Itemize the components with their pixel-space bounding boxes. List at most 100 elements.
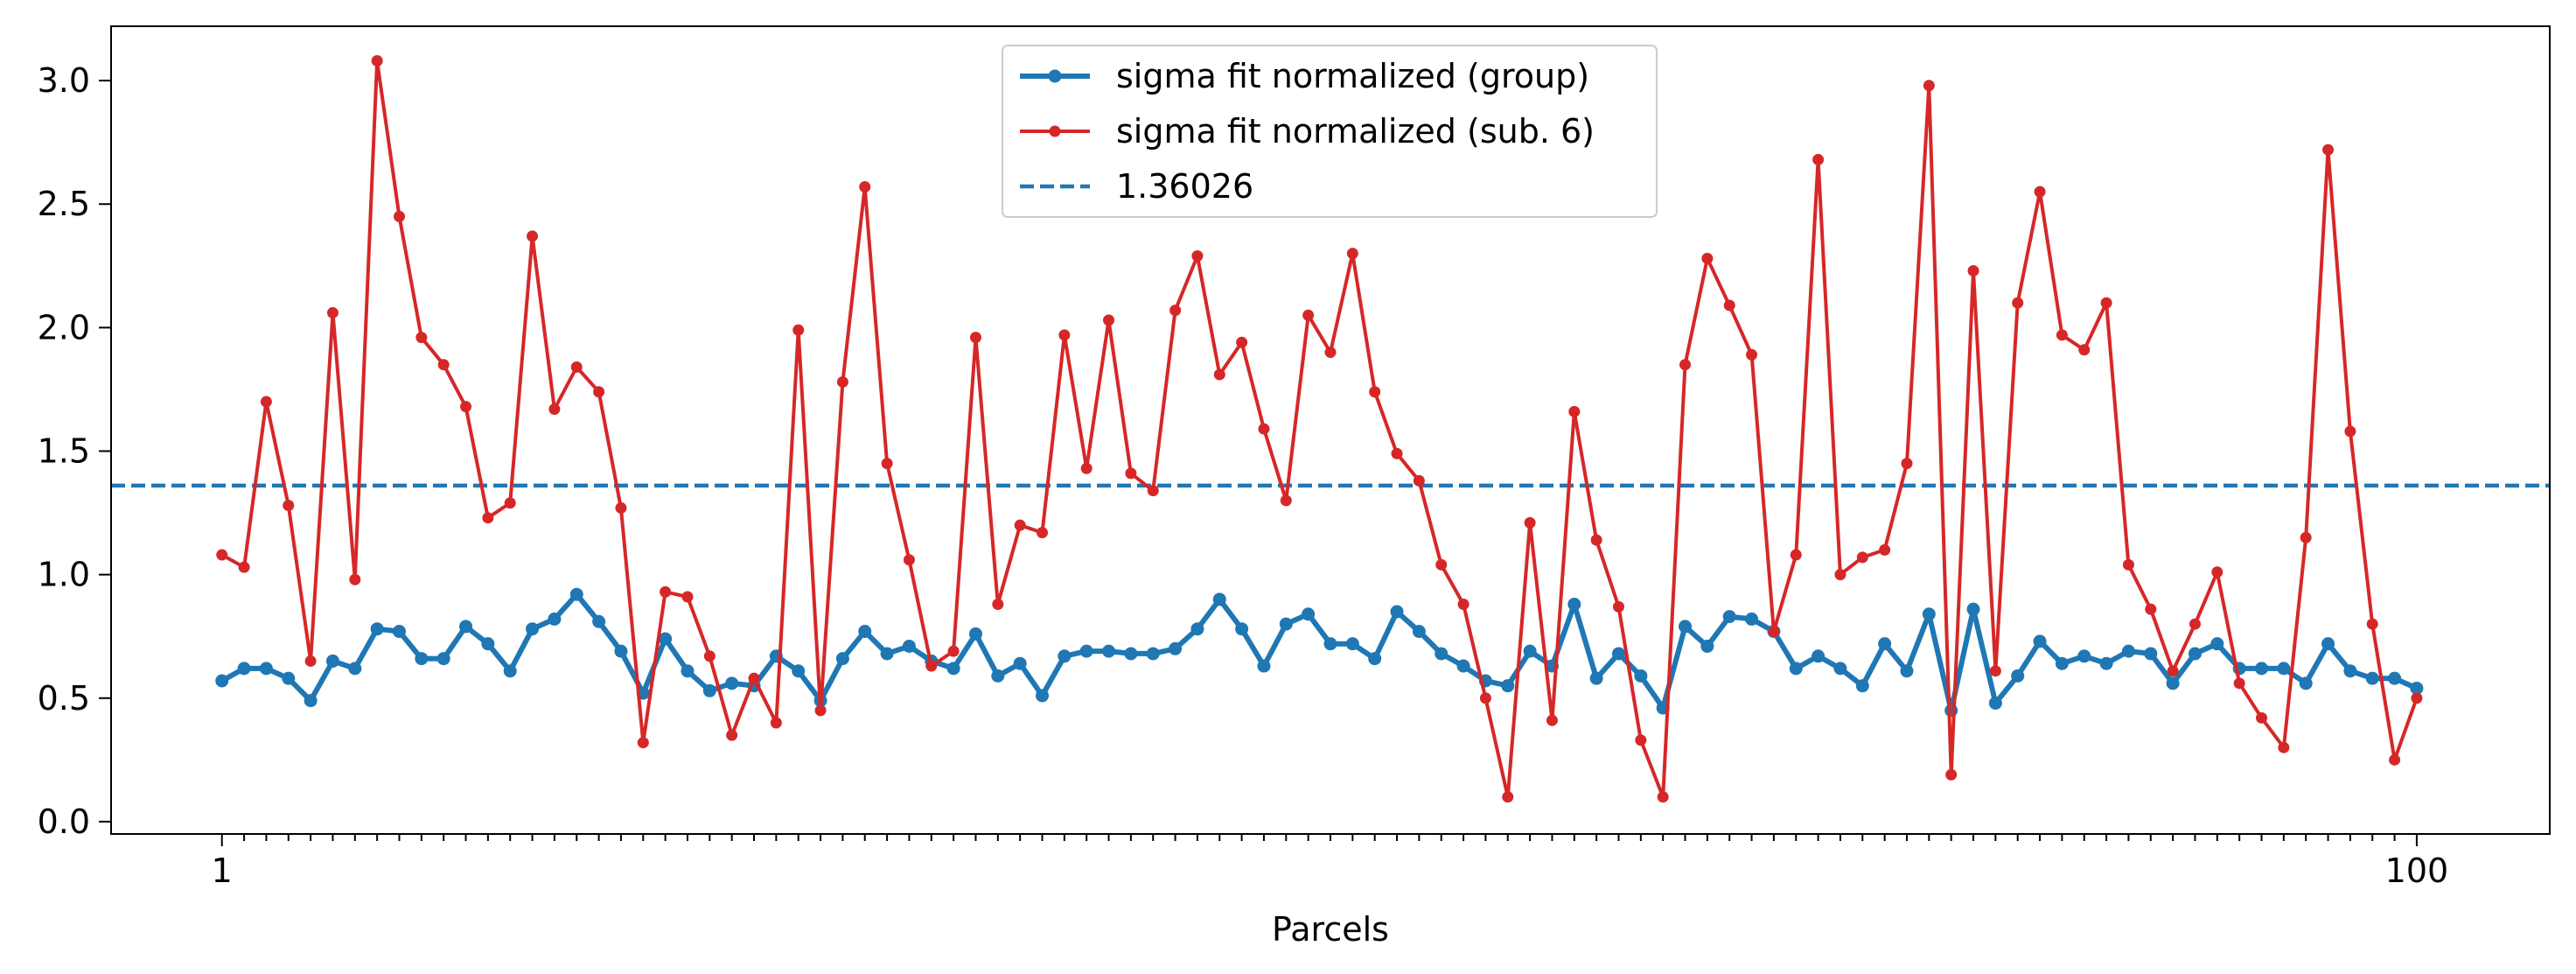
data-point	[1502, 791, 1514, 803]
data-point	[1036, 689, 1050, 703]
data-point	[2056, 329, 2068, 341]
legend: sigma fit normalized (group) sigma fit no…	[1002, 45, 1658, 218]
data-point	[1324, 347, 1337, 359]
data-point	[1014, 519, 1026, 531]
data-point	[1945, 768, 1958, 781]
data-point	[2167, 665, 2179, 677]
data-point	[1235, 622, 1249, 636]
y-tick-label: 1.0	[38, 556, 90, 594]
data-point	[1567, 597, 1581, 611]
legend-entry-3: 1.36026	[1020, 167, 1253, 206]
data-point	[1302, 309, 1315, 321]
data-point	[1789, 662, 1803, 676]
data-point	[1345, 637, 1359, 651]
data-point	[947, 645, 960, 657]
data-point	[370, 622, 384, 636]
data-point	[681, 591, 694, 603]
data-point	[1900, 664, 1914, 678]
data-point	[2211, 566, 2223, 578]
data-point	[1079, 644, 1093, 658]
legend-marker	[1049, 125, 1061, 137]
data-point	[703, 650, 716, 662]
data-point	[1878, 637, 1892, 651]
data-point	[1679, 620, 1693, 634]
data-point	[238, 561, 250, 573]
data-point	[2389, 753, 2401, 766]
data-point	[725, 676, 739, 690]
data-point	[1435, 558, 1448, 571]
data-point	[2343, 664, 2357, 678]
data-point	[1701, 252, 1714, 264]
data-point	[481, 637, 495, 651]
data-point	[325, 654, 339, 668]
x-tick-label: 100	[2385, 851, 2449, 890]
data-point	[1190, 622, 1204, 636]
data-point	[2344, 425, 2356, 438]
data-point	[282, 671, 296, 685]
data-point	[1611, 647, 1625, 661]
series-line	[220, 59, 2419, 799]
y-axis: 0.0 0.5 1.0 1.5 2.0 2.5 3.0	[38, 61, 111, 841]
data-point	[593, 386, 605, 398]
data-point	[1546, 714, 1558, 726]
legend-box	[1002, 45, 1658, 218]
data-point	[1901, 458, 1913, 470]
data-point	[215, 674, 229, 688]
data-point	[1634, 669, 1648, 683]
data-point	[2166, 676, 2180, 690]
data-point	[1568, 405, 1581, 417]
data-point	[2277, 662, 2291, 676]
data-point	[216, 549, 228, 561]
data-point	[1524, 516, 1536, 529]
data-point	[1413, 474, 1425, 487]
data-point	[2121, 644, 2135, 658]
series-line	[220, 592, 2419, 713]
data-point	[1257, 659, 1271, 673]
data-point	[902, 639, 916, 653]
data-point	[392, 625, 406, 639]
data-point	[1390, 605, 1404, 619]
data-point	[881, 458, 893, 470]
data-point	[2188, 647, 2202, 661]
data-point	[415, 332, 428, 344]
data-point	[2078, 344, 2091, 356]
x-axis: 1 100	[212, 834, 2449, 890]
data-point	[2055, 656, 2069, 670]
data-point	[460, 401, 472, 413]
data-point	[1080, 462, 1093, 474]
data-point	[1501, 679, 1515, 693]
data-point	[792, 664, 806, 678]
data-point	[1212, 592, 1226, 606]
data-point	[748, 672, 760, 684]
data-point	[1102, 644, 1116, 658]
data-point	[1103, 314, 1115, 326]
data-point	[1966, 602, 1980, 616]
data-point	[1125, 467, 1137, 480]
data-point	[968, 627, 982, 641]
data-point	[283, 500, 295, 512]
data-point	[349, 573, 361, 585]
data-point	[436, 652, 450, 666]
data-point	[2410, 681, 2424, 695]
data-point	[2033, 634, 2047, 648]
data-point	[1523, 644, 1537, 658]
legend-entry-1: sigma fit normalized (group)	[1020, 57, 1589, 95]
data-point	[2300, 531, 2312, 543]
data-point	[1412, 625, 1426, 639]
y-tick-label: 1.5	[38, 431, 90, 470]
data-point	[2034, 186, 2046, 198]
data-point	[1855, 679, 1869, 693]
data-point	[836, 375, 848, 388]
data-point	[2233, 677, 2245, 690]
data-point	[2366, 618, 2378, 630]
data-point	[259, 662, 273, 676]
legend-entry-2: sigma fit normalized (sub. 6)	[1020, 112, 1595, 151]
data-point	[2099, 656, 2113, 670]
data-point	[569, 587, 583, 601]
legend-label: 1.36026	[1116, 167, 1253, 206]
data-point	[527, 230, 539, 242]
legend-label: sigma fit normalized (group)	[1116, 57, 1589, 95]
data-point	[1479, 692, 1491, 704]
data-point	[660, 585, 672, 598]
